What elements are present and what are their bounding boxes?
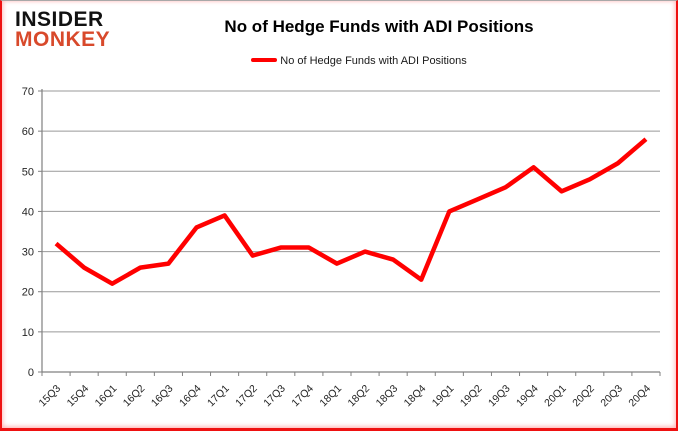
y-axis-label: 0: [28, 367, 34, 379]
x-axis-label: 16Q1: [93, 383, 120, 410]
x-axis-label: 18Q1: [317, 383, 344, 410]
x-axis-label: 18Q2: [346, 383, 373, 410]
y-axis-label: 40: [22, 206, 34, 218]
x-axis-label: 16Q4: [177, 383, 204, 410]
x-axis-label: 19Q3: [486, 383, 513, 410]
y-axis-label: 10: [22, 327, 34, 339]
y-axis-label: 50: [22, 166, 34, 178]
x-axis-label: 15Q3: [37, 383, 64, 410]
x-axis-label: 19Q1: [430, 383, 457, 410]
x-axis-label: 20Q4: [626, 383, 653, 410]
logo-text-insider: INSIDER: [15, 8, 104, 31]
y-axis-label: 20: [22, 287, 34, 299]
x-axis-label: 20Q3: [598, 383, 625, 410]
x-axis-label: 18Q3: [374, 383, 401, 410]
logo-text-monkey: MONKEY: [15, 27, 111, 51]
x-axis-label: 18Q4: [402, 383, 429, 410]
x-axis-label: 20Q1: [542, 383, 569, 410]
x-axis-label: 16Q2: [121, 383, 148, 410]
x-axis-label: 17Q2: [233, 383, 260, 410]
x-axis-label: 15Q4: [65, 383, 92, 410]
insider-monkey-logo: INSIDER MONKEY: [15, 8, 111, 51]
x-axis-label: 17Q4: [289, 383, 316, 410]
y-axis-label: 30: [22, 247, 34, 259]
x-axis-label: 16Q3: [149, 383, 176, 410]
x-axis-label: 19Q2: [458, 383, 485, 410]
y-axis-label: 70: [22, 86, 34, 98]
x-axis-label: 19Q4: [514, 383, 541, 410]
x-axis-label: 17Q1: [205, 383, 232, 410]
legend-label: No of Hedge Funds with ADI Positions: [280, 55, 467, 67]
data-line-series: [54, 137, 648, 286]
legend: No of Hedge Funds with ADI Positions: [52, 55, 666, 67]
x-axis-label: 20Q2: [570, 383, 597, 410]
chart-title: No of Hedge Funds with ADI Positions: [224, 17, 534, 36]
legend-line-swatch: [251, 58, 278, 62]
x-axis-label: 17Q3: [261, 383, 288, 410]
y-axis-label: 60: [22, 126, 34, 138]
